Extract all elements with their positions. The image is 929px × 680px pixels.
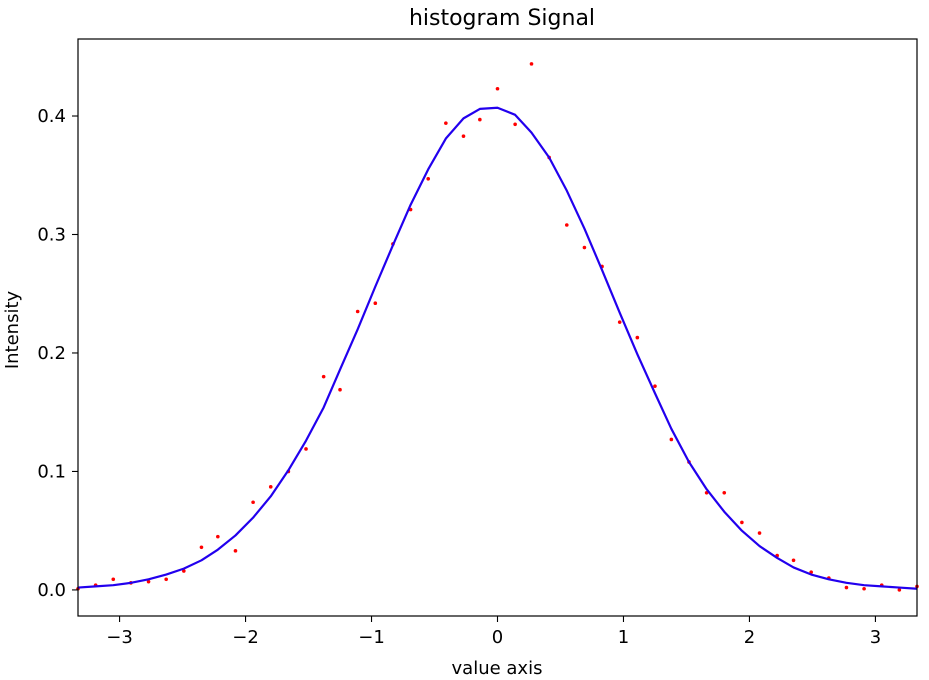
y-tick-label: 0.1 [37,461,66,482]
data-point [722,490,727,495]
data-point [355,309,360,314]
data-point [199,545,204,550]
data-point [146,579,151,584]
chart-title: histogram Signal [409,6,595,31]
data-point [653,384,657,388]
x-axis: −3 −2 −1 0 1 2 3 [106,616,881,648]
data-point [164,577,168,582]
data-point [791,558,796,563]
x-tick-label: 1 [618,627,629,648]
data-point [897,588,902,592]
x-axis-label: value axis [452,658,543,679]
data-point [513,122,517,127]
data-point [304,447,308,451]
data-point [635,335,640,340]
x-tick-label: −3 [106,627,133,648]
x-tick-label: 0 [492,627,503,648]
y-tick-label: 0.3 [37,224,66,245]
data-point [251,500,255,505]
data-point [757,531,762,535]
fit-curve [77,106,918,590]
data-point [564,223,569,227]
data-point [216,534,220,539]
data-point [321,374,326,379]
data-point [495,86,500,91]
data-point [844,585,849,590]
data-point [740,520,744,525]
data-point [426,177,431,181]
data-point [461,134,466,138]
data-point [582,245,587,250]
data-point [111,577,116,582]
y-axis: 0.0 0.1 0.2 0.3 0.4 [37,106,78,601]
x-tick-label: 3 [870,627,881,648]
data-point [669,437,674,442]
data-point [373,301,378,306]
data-point [444,121,448,125]
data-point [233,549,238,553]
y-tick-label: 0.4 [37,106,66,127]
y-tick-label: 0.0 [37,580,66,601]
x-tick-label: 2 [744,627,755,648]
data-point [182,569,186,573]
data-point [478,117,482,122]
data-point [529,62,534,66]
data-point [268,485,273,489]
x-tick-label: −2 [232,627,259,648]
plot-frame [77,38,918,617]
y-tick-label: 0.2 [37,343,66,364]
plot-area [76,62,919,592]
x-tick-label: −1 [358,627,385,648]
data-point [338,387,342,392]
y-axis-label: Intensity [2,290,23,369]
data-point [617,320,622,324]
data-point [862,586,866,591]
